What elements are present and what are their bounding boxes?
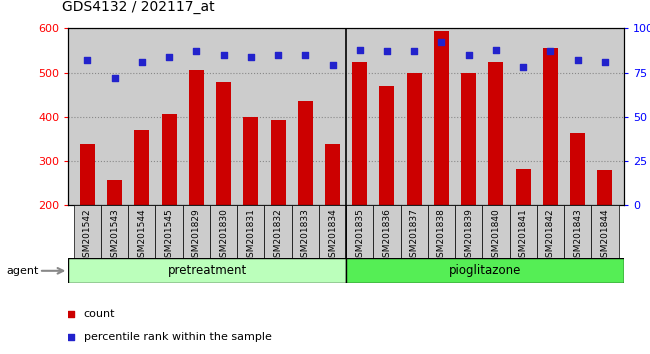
Text: GSM201839: GSM201839 bbox=[464, 208, 473, 263]
Text: GSM201838: GSM201838 bbox=[437, 208, 446, 263]
Point bbox=[600, 59, 610, 65]
Text: GSM201836: GSM201836 bbox=[382, 208, 391, 263]
Text: GSM201830: GSM201830 bbox=[219, 208, 228, 263]
Text: agent: agent bbox=[6, 266, 39, 276]
Text: GSM201841: GSM201841 bbox=[519, 208, 528, 263]
Bar bbox=[592, 205, 619, 258]
Point bbox=[518, 64, 528, 70]
Bar bbox=[237, 205, 265, 258]
Bar bbox=[543, 48, 558, 205]
Bar bbox=[488, 62, 504, 205]
Bar bbox=[243, 117, 258, 205]
Text: percentile rank within the sample: percentile rank within the sample bbox=[84, 332, 272, 342]
Bar bbox=[135, 130, 150, 205]
Point bbox=[354, 47, 365, 52]
FancyBboxPatch shape bbox=[68, 258, 346, 283]
Bar bbox=[292, 205, 319, 258]
Point bbox=[409, 48, 419, 54]
Bar bbox=[462, 74, 476, 205]
Bar bbox=[455, 205, 482, 258]
Bar bbox=[188, 70, 204, 205]
Bar bbox=[510, 205, 537, 258]
Bar bbox=[482, 205, 510, 258]
Point bbox=[382, 48, 392, 54]
Point bbox=[328, 63, 338, 68]
Bar bbox=[515, 169, 530, 205]
Text: GSM201832: GSM201832 bbox=[274, 208, 283, 263]
Bar bbox=[597, 170, 612, 205]
Bar bbox=[128, 205, 155, 258]
Point bbox=[227, 20, 238, 25]
Text: GSM201837: GSM201837 bbox=[410, 208, 419, 263]
Point bbox=[300, 52, 311, 58]
Point bbox=[227, 229, 238, 235]
Bar bbox=[352, 62, 367, 205]
Text: GSM201833: GSM201833 bbox=[301, 208, 310, 263]
Bar bbox=[319, 205, 346, 258]
Point bbox=[218, 52, 229, 58]
Point bbox=[109, 75, 120, 81]
Text: GSM201842: GSM201842 bbox=[546, 208, 555, 263]
Text: GSM201543: GSM201543 bbox=[110, 208, 119, 263]
Text: GSM201834: GSM201834 bbox=[328, 208, 337, 263]
Point bbox=[246, 54, 256, 59]
Text: GSM201835: GSM201835 bbox=[356, 208, 364, 263]
Text: GSM201544: GSM201544 bbox=[137, 208, 146, 263]
Bar bbox=[265, 205, 292, 258]
Point bbox=[82, 57, 92, 63]
Bar bbox=[298, 101, 313, 205]
Bar bbox=[155, 205, 183, 258]
Text: GSM201542: GSM201542 bbox=[83, 208, 92, 263]
Bar bbox=[210, 205, 237, 258]
Text: pretreatment: pretreatment bbox=[168, 264, 247, 277]
Bar bbox=[346, 205, 373, 258]
Text: count: count bbox=[84, 309, 115, 319]
Bar bbox=[107, 180, 122, 205]
Bar bbox=[434, 30, 449, 205]
Bar bbox=[183, 205, 210, 258]
Bar bbox=[325, 144, 340, 205]
Bar bbox=[373, 205, 400, 258]
Point bbox=[164, 54, 174, 59]
Text: GSM201545: GSM201545 bbox=[164, 208, 174, 263]
Text: GSM201829: GSM201829 bbox=[192, 208, 201, 263]
Bar bbox=[101, 205, 128, 258]
Bar bbox=[407, 73, 422, 205]
Point bbox=[573, 57, 583, 63]
Text: GSM201831: GSM201831 bbox=[246, 208, 255, 263]
Bar bbox=[216, 82, 231, 205]
Bar bbox=[80, 144, 95, 205]
Bar bbox=[400, 205, 428, 258]
Bar bbox=[270, 120, 285, 205]
Text: GDS4132 / 202117_at: GDS4132 / 202117_at bbox=[62, 0, 214, 14]
Bar bbox=[564, 205, 592, 258]
Point bbox=[273, 52, 283, 58]
Point bbox=[436, 40, 447, 45]
Bar bbox=[73, 205, 101, 258]
Bar bbox=[380, 86, 395, 205]
Point bbox=[545, 48, 556, 54]
Bar bbox=[428, 205, 455, 258]
Bar bbox=[570, 133, 585, 205]
Point bbox=[491, 47, 501, 52]
Text: pioglitazone: pioglitazone bbox=[449, 264, 521, 277]
Text: GSM201844: GSM201844 bbox=[601, 208, 610, 263]
FancyBboxPatch shape bbox=[346, 258, 624, 283]
Bar bbox=[162, 114, 177, 205]
Bar bbox=[537, 205, 564, 258]
Point bbox=[463, 52, 474, 58]
Point bbox=[191, 48, 202, 54]
Point bbox=[136, 59, 147, 65]
Text: GSM201843: GSM201843 bbox=[573, 208, 582, 263]
Text: GSM201840: GSM201840 bbox=[491, 208, 500, 263]
